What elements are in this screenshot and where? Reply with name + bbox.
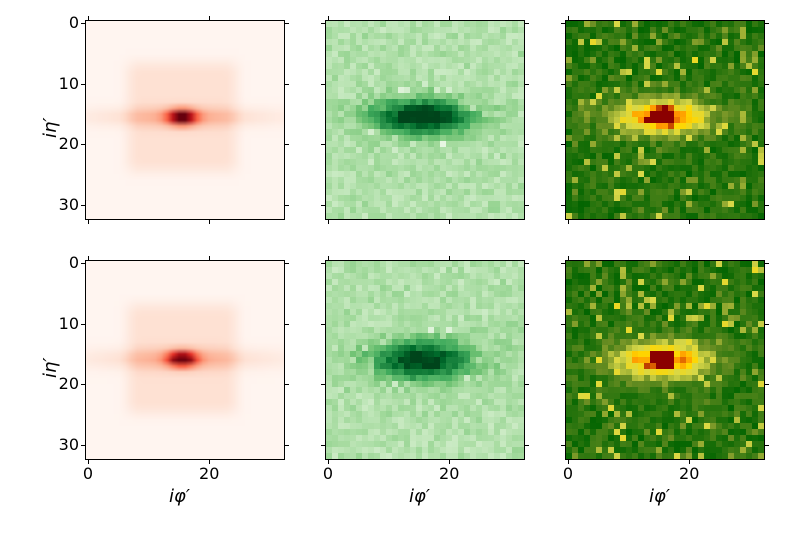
xtick-label: 20	[194, 464, 224, 483]
ytick-mark	[525, 205, 529, 206]
xlabel: iφ′	[169, 486, 190, 507]
ytick-mark	[561, 144, 565, 145]
ytick-mark	[525, 384, 529, 385]
ytick-mark	[561, 23, 565, 24]
xtick-mark	[209, 16, 210, 20]
ytick-mark	[561, 445, 565, 446]
ytick-mark	[81, 445, 85, 446]
ytick-mark	[525, 324, 529, 325]
xtick-label: 0	[553, 464, 583, 483]
xtick-mark	[689, 220, 690, 224]
ytick-label: 0	[49, 13, 79, 32]
xtick-mark	[328, 16, 329, 20]
heatmap-canvas-5	[566, 261, 764, 459]
xtick-label: 0	[313, 464, 343, 483]
ytick-mark	[285, 445, 289, 446]
ytick-mark	[765, 144, 769, 145]
ytick-label: 10	[49, 314, 79, 333]
ytick-mark	[285, 263, 289, 264]
ytick-label: 10	[49, 74, 79, 93]
ytick-mark	[525, 23, 529, 24]
ytick-mark	[525, 144, 529, 145]
ytick-label: 30	[49, 195, 79, 214]
heatmap-canvas-0	[86, 21, 284, 219]
ytick-mark	[525, 445, 529, 446]
heatmap-panel-3	[85, 260, 285, 460]
xtick-mark	[449, 220, 450, 224]
xtick-mark	[328, 256, 329, 260]
xtick-mark	[88, 16, 89, 20]
ytick-mark	[561, 384, 565, 385]
ytick-mark	[285, 324, 289, 325]
heatmap-panel-2	[565, 20, 765, 220]
xlabel: iφ′	[649, 486, 670, 507]
ytick-label: 30	[49, 435, 79, 454]
xtick-mark	[568, 16, 569, 20]
xtick-mark	[449, 16, 450, 20]
ytick-mark	[321, 23, 325, 24]
heatmap-panel-5	[565, 260, 765, 460]
ylabel: iη′	[40, 358, 61, 379]
heatmap-panel-0	[85, 20, 285, 220]
ytick-mark	[561, 263, 565, 264]
xtick-label: 0	[73, 464, 103, 483]
ytick-mark	[321, 84, 325, 85]
xtick-mark	[689, 16, 690, 20]
ytick-mark	[765, 445, 769, 446]
heatmap-canvas-1	[326, 21, 524, 219]
ytick-mark	[765, 384, 769, 385]
ytick-mark	[561, 205, 565, 206]
ytick-mark	[321, 144, 325, 145]
ytick-mark	[525, 84, 529, 85]
ytick-mark	[285, 144, 289, 145]
heatmap-canvas-2	[566, 21, 764, 219]
ytick-mark	[321, 205, 325, 206]
ytick-mark	[765, 205, 769, 206]
ytick-mark	[561, 84, 565, 85]
ytick-mark	[765, 324, 769, 325]
xlabel: iφ′	[409, 486, 430, 507]
ytick-mark	[321, 263, 325, 264]
xtick-label: 20	[674, 464, 704, 483]
xtick-label: 20	[434, 464, 464, 483]
ytick-mark	[321, 384, 325, 385]
ytick-mark	[81, 384, 85, 385]
ytick-mark	[525, 263, 529, 264]
ytick-mark	[285, 84, 289, 85]
ytick-label: 0	[49, 253, 79, 272]
ytick-mark	[81, 263, 85, 264]
xtick-mark	[209, 220, 210, 224]
ytick-mark	[765, 23, 769, 24]
heatmap-canvas-4	[326, 261, 524, 459]
heatmap-panel-1	[325, 20, 525, 220]
heatmap-canvas-3	[86, 261, 284, 459]
xtick-mark	[568, 256, 569, 260]
xtick-mark	[689, 256, 690, 260]
ytick-mark	[321, 445, 325, 446]
ytick-mark	[81, 205, 85, 206]
figure-root: 0102030iη′0102030iη′020iφ′020iφ′020iφ′	[0, 0, 800, 536]
ytick-mark	[285, 23, 289, 24]
ytick-mark	[81, 144, 85, 145]
ytick-mark	[81, 23, 85, 24]
ytick-mark	[765, 263, 769, 264]
heatmap-panel-4	[325, 260, 525, 460]
xtick-mark	[88, 220, 89, 224]
xtick-mark	[209, 256, 210, 260]
ytick-mark	[81, 84, 85, 85]
xtick-mark	[568, 220, 569, 224]
ytick-mark	[81, 324, 85, 325]
ytick-mark	[561, 324, 565, 325]
ytick-mark	[285, 205, 289, 206]
xtick-mark	[328, 220, 329, 224]
ytick-mark	[765, 84, 769, 85]
ytick-mark	[321, 324, 325, 325]
ytick-mark	[285, 384, 289, 385]
xtick-mark	[88, 256, 89, 260]
ylabel: iη′	[40, 118, 61, 139]
xtick-mark	[449, 256, 450, 260]
